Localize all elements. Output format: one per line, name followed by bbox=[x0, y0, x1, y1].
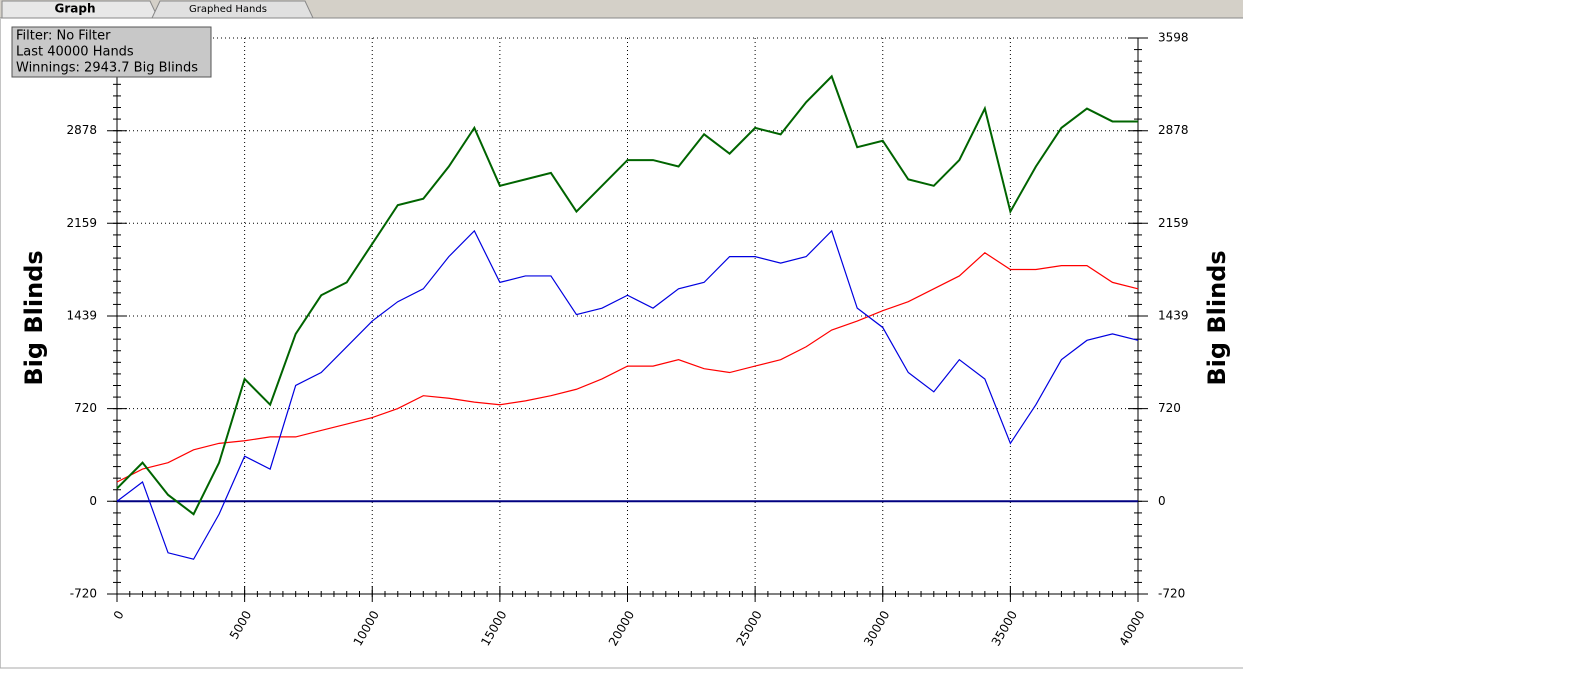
x-tick-label: 10000 bbox=[351, 608, 382, 648]
tab-label: Graph bbox=[55, 2, 96, 16]
tab[interactable] bbox=[1, 0, 159, 19]
x-tick-label: 35000 bbox=[989, 608, 1020, 648]
y2-tick-label: 2159 bbox=[1158, 216, 1189, 230]
x-tick-label: 40000 bbox=[1116, 608, 1147, 648]
x-tick-label: 0 bbox=[111, 608, 127, 622]
y-tick-label: 2878 bbox=[66, 123, 97, 137]
info-line: Last 40000 Hands bbox=[16, 45, 134, 60]
x-tick-label: 5000 bbox=[227, 608, 254, 641]
series-line bbox=[116, 74, 1138, 516]
series-line bbox=[116, 252, 1139, 483]
info-box bbox=[11, 26, 212, 78]
y2-tick-label: 3598 bbox=[1158, 31, 1189, 45]
tab-label: Graphed Hands bbox=[189, 4, 267, 15]
series-line bbox=[116, 229, 1139, 560]
y-axis-label: Big Blinds bbox=[20, 250, 48, 385]
tab[interactable] bbox=[151, 0, 314, 19]
y2-tick-label: 1439 bbox=[1158, 309, 1189, 323]
y-tick-label: 0 bbox=[89, 494, 97, 508]
y-tick-label: 1439 bbox=[66, 309, 97, 323]
x-tick-label: 20000 bbox=[606, 608, 637, 648]
info-line: Winnings: 2943.7 Big Blinds bbox=[16, 61, 198, 76]
x-tick-label: 30000 bbox=[861, 608, 892, 648]
y2-tick-label: -720 bbox=[1158, 587, 1185, 601]
y2-tick-label: 2878 bbox=[1158, 123, 1189, 137]
y2-tick-label: 0 bbox=[1158, 494, 1166, 508]
y-tick-label: -720 bbox=[70, 587, 97, 601]
y-tick-label: 2159 bbox=[66, 216, 97, 230]
x-tick-label: 15000 bbox=[478, 608, 509, 648]
y2-axis-label: Big Blinds bbox=[1203, 250, 1231, 385]
y2-tick-label: 720 bbox=[1158, 401, 1181, 415]
info-line: Filter: No Filter bbox=[16, 29, 111, 44]
y-tick-label: 720 bbox=[74, 401, 97, 415]
x-tick-label: 25000 bbox=[734, 608, 765, 648]
